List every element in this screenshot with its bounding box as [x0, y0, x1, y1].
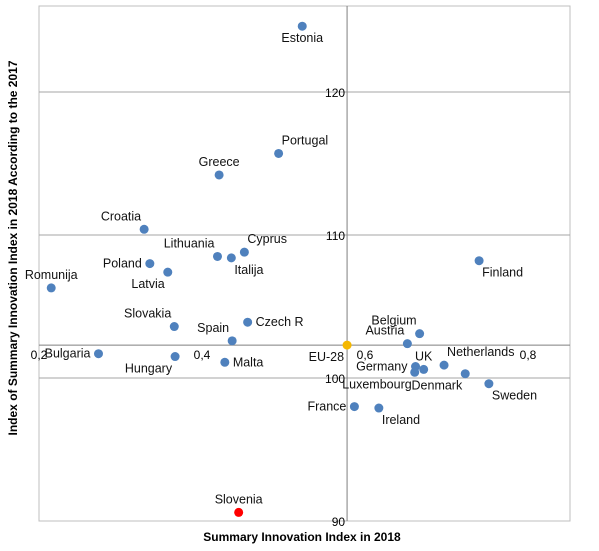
point-label-croatia: Croatia [101, 209, 141, 223]
point-label-lithuania: Lithuania [164, 236, 215, 250]
point-labels: Estonia Portugal Greece Croatia Cyprus Lithua… [25, 31, 537, 506]
gridlines [39, 91, 570, 379]
point-label-latvia: Latvia [131, 277, 164, 291]
point-italija [226, 253, 236, 263]
point-label-france: France [307, 400, 346, 414]
point-label-malta: Malta [233, 355, 264, 369]
point-denmark [460, 369, 470, 379]
point-label-denmark: Denmark [412, 379, 463, 393]
point-label-czech-r: Czech R [256, 315, 304, 329]
y-tick-label-2: 110 [326, 229, 345, 243]
y-tick-label-0: 90 [332, 515, 346, 529]
point-label-germany: Germany [356, 360, 408, 374]
point-uk [419, 364, 429, 374]
point-croatia [139, 224, 149, 234]
point-romunija [46, 283, 56, 293]
point-spain [227, 336, 237, 346]
point-label-belgium: Belgium [371, 314, 416, 328]
point-czech-r [243, 317, 253, 327]
point-label-austria: Austria [365, 324, 404, 338]
point-greece [214, 170, 224, 180]
y-tick-label-3: 120 [325, 86, 345, 100]
x-tick-label-3: 0,8 [520, 348, 537, 362]
y-axis-title: Index of Summary Innovation Index in 201… [6, 60, 20, 435]
point-slovakia [169, 322, 179, 332]
point-label-cyprus: Cyprus [247, 232, 287, 246]
point-label-ireland: Ireland [382, 413, 420, 427]
point-label-italija: Italija [234, 263, 263, 277]
point-label-spain: Spain [197, 321, 229, 335]
point-label-slovakia: Slovakia [124, 307, 171, 321]
x-tick-label-0: 0,2 [31, 348, 48, 362]
point-ireland [374, 403, 384, 413]
point-label-poland: Poland [103, 257, 142, 271]
point-label-estonia: Estonia [281, 31, 323, 45]
tick-labels: 0,2 0,4 0,6 0,8 90 100 110 120 [31, 86, 537, 529]
plot-area-border [38, 5, 571, 522]
point-austria [402, 339, 412, 349]
point-luxembourg [410, 367, 420, 377]
point-malta [220, 357, 230, 367]
point-estonia [297, 21, 307, 31]
point-label-uk: UK [415, 349, 433, 363]
point-cyprus [239, 247, 249, 257]
point-poland [145, 259, 155, 269]
point-sweden [484, 379, 494, 389]
x-tick-label-2: 0,6 [357, 348, 374, 362]
data-points [46, 21, 494, 517]
point-label-greece: Greece [199, 155, 240, 169]
point-slovenia [234, 507, 244, 517]
point-label-slovenia: Slovenia [215, 492, 263, 506]
point-lithuania [212, 251, 222, 261]
y-tick-label-1: 100 [325, 372, 345, 386]
point-label-netherlands: Netherlands [447, 345, 514, 359]
point-label-luxembourg: Luxembourg [342, 377, 412, 391]
point-bulgaria [93, 349, 103, 359]
point-hungary [170, 352, 180, 362]
point-label-romunija: Romunija [25, 268, 78, 282]
axes [39, 6, 570, 521]
point-portugal [274, 148, 284, 158]
point-netherlands [439, 360, 449, 370]
point-label-finland: Finland [482, 266, 523, 280]
point-label-portugal: Portugal [282, 133, 329, 147]
point-belgium [415, 329, 425, 339]
x-axis-title: Summary Innovation Index in 2018 [203, 530, 401, 544]
point-label-sweden: Sweden [492, 389, 537, 403]
point-label-bulgaria: Bulgaria [45, 347, 91, 361]
point-finland [474, 256, 484, 266]
x-tick-label-1: 0,4 [194, 348, 211, 362]
point-latvia [163, 267, 173, 277]
point-label-eu-28: EU-28 [309, 350, 344, 364]
point-france [349, 402, 359, 412]
point-eu-28 [342, 340, 352, 350]
point-label-hungary: Hungary [125, 362, 173, 376]
